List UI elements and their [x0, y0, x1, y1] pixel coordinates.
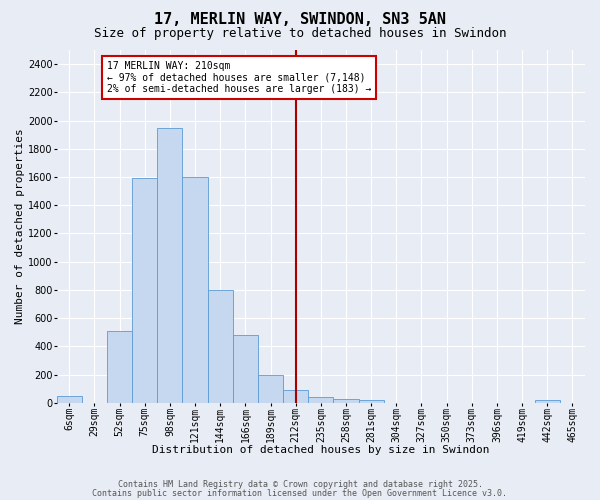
Bar [132, 178, 157, 403]
Bar [334, 400, 359, 403]
Bar [107, 331, 132, 403]
Bar [535, 400, 560, 403]
Bar [308, 397, 334, 403]
Y-axis label: Number of detached properties: Number of detached properties [15, 128, 25, 324]
X-axis label: Distribution of detached houses by size in Swindon: Distribution of detached houses by size … [152, 445, 490, 455]
Bar [359, 400, 384, 403]
Text: Contains public sector information licensed under the Open Government Licence v3: Contains public sector information licen… [92, 488, 508, 498]
Bar [283, 390, 308, 403]
Text: 17, MERLIN WAY, SWINDON, SN3 5AN: 17, MERLIN WAY, SWINDON, SN3 5AN [154, 12, 446, 28]
Bar [208, 290, 233, 403]
Bar [233, 335, 258, 403]
Bar [258, 374, 283, 403]
Bar [157, 128, 182, 403]
Bar [56, 396, 82, 403]
Text: 17 MERLIN WAY: 210sqm
← 97% of detached houses are smaller (7,148)
2% of semi-de: 17 MERLIN WAY: 210sqm ← 97% of detached … [107, 62, 371, 94]
Text: Contains HM Land Registry data © Crown copyright and database right 2025.: Contains HM Land Registry data © Crown c… [118, 480, 482, 489]
Bar [182, 177, 208, 403]
Text: Size of property relative to detached houses in Swindon: Size of property relative to detached ho… [94, 28, 506, 40]
